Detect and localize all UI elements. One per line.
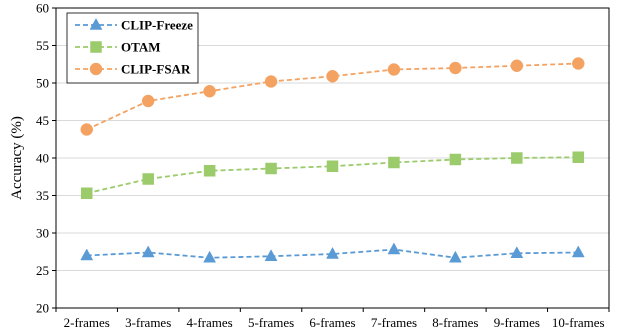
legend-box (66, 12, 199, 84)
clip-fsar-point (326, 70, 339, 83)
otam-point (203, 165, 216, 177)
x-tick-label: 9-frames (494, 315, 540, 330)
legend-otam-point (90, 41, 102, 53)
otam-point (142, 173, 154, 185)
otam-point (449, 153, 462, 166)
clip-freeze-point (141, 245, 155, 258)
clip-fsar-point (387, 63, 401, 76)
clip-freeze-line (86, 248, 579, 259)
x-tick-label: 6-frames (309, 315, 355, 330)
y-tick-label: 45 (36, 113, 49, 128)
series-group (80, 57, 585, 263)
y-tick-label: 55 (36, 38, 49, 53)
otam-point (326, 160, 339, 172)
otam-point (80, 187, 93, 199)
clip-freeze-point (326, 246, 339, 259)
series-clip-fsar (80, 57, 585, 136)
legend: CLIP-Freeze OTAM CLIP-FSAR (66, 12, 199, 84)
otam-point (572, 151, 585, 163)
y-tick-label: 35 (36, 188, 49, 203)
legend-clip-freeze-point (89, 17, 103, 30)
x-axis: 2-frames 3-frames 4-frames 5-frames 6-frames… (55, 308, 610, 330)
clip-freeze-point (510, 246, 524, 258)
clip-freeze-point (80, 248, 94, 261)
y-tick-label: 30 (36, 226, 49, 241)
clip-freeze-point (264, 249, 278, 261)
clip-fsar-point (203, 85, 216, 98)
otam-point (265, 162, 277, 175)
clip-fsar-point (141, 94, 155, 108)
clip-fsar-point (510, 59, 524, 72)
x-tick-label: 7-frames (371, 315, 417, 330)
otam-point (511, 152, 523, 164)
y-axis-label: Accuracy (%) (9, 116, 25, 200)
y-tick-label: 60 (36, 1, 49, 16)
clip-fsar-point (449, 61, 462, 75)
x-tick-label: 4-frames (187, 315, 233, 330)
legend-item-otam: OTAM (75, 40, 160, 55)
clip-fsar-point (264, 75, 278, 88)
x-tick-label: 3-frames (125, 315, 171, 330)
clip-freeze-point (571, 245, 585, 258)
otam-point (388, 156, 400, 169)
legend-label: OTAM (121, 40, 160, 55)
series-clip-freeze (80, 242, 585, 263)
legend-item-clip-fsar: CLIP-FSAR (75, 62, 191, 77)
x-tick-label: 10-frames (552, 315, 605, 330)
x-tick-label: 8-frames (432, 315, 478, 330)
clip-freeze-point (203, 250, 217, 263)
clip-fsar-point (572, 57, 585, 70)
y-tick-label: 40 (36, 151, 49, 166)
legend-label: CLIP-FSAR (121, 62, 191, 77)
x-tick-label: 5-frames (248, 315, 294, 330)
clip-fsar-line (86, 62, 579, 131)
legend-item-clip-freeze: CLIP-Freeze (75, 18, 193, 33)
y-tick-label: 20 (36, 301, 49, 316)
clip-fsar-point (80, 123, 93, 136)
clip-freeze-point (448, 250, 462, 263)
y-axis: 20 25 30 35 40 45 50 55 60 (36, 1, 56, 316)
y-tick-label: 25 (36, 263, 49, 278)
clip-freeze-point (387, 242, 401, 255)
legend-clip-fsar-point (89, 62, 103, 76)
x-tick-label: 2-frames (64, 315, 110, 330)
legend-label: CLIP-Freeze (121, 18, 193, 33)
y-tick-label: 50 (36, 76, 49, 91)
series-otam (80, 151, 585, 199)
